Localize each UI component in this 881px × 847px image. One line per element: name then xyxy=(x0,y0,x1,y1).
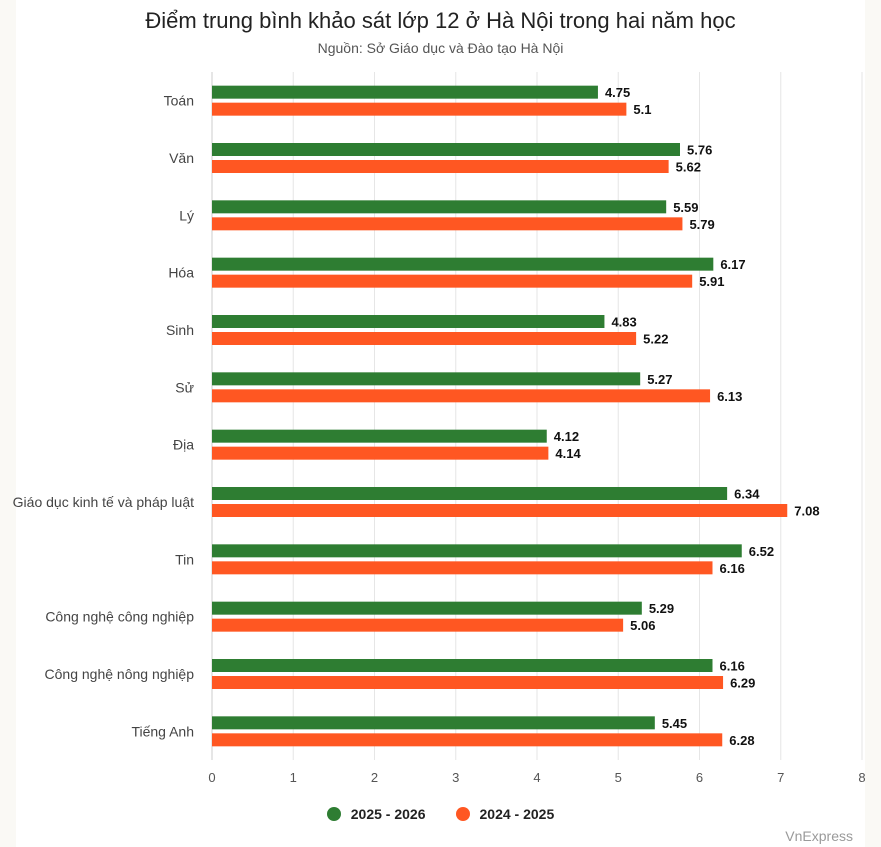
y-category-label-cat-10: Công nghệ nông nghiệp xyxy=(45,666,195,682)
x-tick-label-2: 2 xyxy=(371,770,378,785)
y-category-label-cat-8: Tin xyxy=(175,551,194,567)
value-label-2024-2025-cat-8: 6.16 xyxy=(720,561,745,576)
value-label-2025-2026-cat-8: 6.52 xyxy=(749,544,774,559)
value-label-2025-2026-cat-10: 6.16 xyxy=(720,659,745,674)
bar-2025-2026-cat-6 xyxy=(212,429,547,443)
value-label-2024-2025-cat-4: 5.22 xyxy=(643,332,668,347)
bar-2024-2025-cat-8 xyxy=(212,561,713,575)
bar-2024-2025-cat-1 xyxy=(212,160,669,173)
bar-2025-2026-cat-11 xyxy=(212,716,655,730)
value-label-2024-2025-cat-2: 5.79 xyxy=(689,217,714,232)
value-label-2024-2025-cat-3: 5.91 xyxy=(699,274,724,289)
bar-2024-2025-cat-11 xyxy=(212,733,723,747)
legend-label-2025-2026: 2025 - 2026 xyxy=(350,806,426,822)
bar-2024-2025-cat-4 xyxy=(212,332,637,345)
x-tick-label-0: 0 xyxy=(208,770,215,785)
y-category-label-cat-5: Sử xyxy=(175,379,194,395)
value-label-2024-2025-cat-1: 5.62 xyxy=(676,160,701,175)
bar-chart: 0 1 2 3 4 5 6 7 8 Toán 4.755.1 Văn 5.76 5.62 Lý 5.59 5.7… xyxy=(13,72,866,785)
bar-2025-2026-cat-4 xyxy=(212,315,605,328)
bar-2024-2025-cat-2 xyxy=(212,217,683,231)
bar-2025-2026-cat-0 xyxy=(212,85,598,99)
bar-2025-2026-cat-2 xyxy=(212,200,667,214)
legend-item-2025-2026[interactable]: 2025 - 2026 xyxy=(326,806,426,822)
y-category-label-cat-3: Hóa xyxy=(168,265,194,281)
x-tick-label-3: 3 xyxy=(452,770,459,785)
x-tick-label-7: 7 xyxy=(777,770,784,785)
value-label-2024-2025-cat-7: 7.08 xyxy=(794,504,819,519)
bar-2024-2025-cat-9 xyxy=(212,618,624,632)
x-tick-label-1: 1 xyxy=(290,770,297,785)
x-tick-label-5: 5 xyxy=(615,770,622,785)
value-label-2025-2026-cat-9: 5.29 xyxy=(649,601,674,616)
legend-item-2024-2025[interactable]: 2024 - 2025 xyxy=(455,806,555,822)
y-category-label-cat-6: Địa xyxy=(173,437,194,453)
y-category-label-cat-0: Toán xyxy=(164,93,194,109)
value-label-2025-2026-cat-0: 4.75 xyxy=(605,85,630,100)
legend-dot-2024-2025 xyxy=(455,807,470,821)
bar-2024-2025-cat-7 xyxy=(212,504,788,517)
value-label-2025-2026-cat-5: 5.27 xyxy=(647,372,672,387)
y-category-label-cat-4: Sinh xyxy=(166,322,194,338)
value-label-2025-2026-cat-2: 5.59 xyxy=(673,200,698,215)
y-category-label-cat-11: Tiếng Anh xyxy=(131,723,194,739)
value-label-2025-2026-cat-4: 4.83 xyxy=(611,315,636,330)
y-category-label-cat-2: Lý xyxy=(179,207,194,223)
x-tick-label-4: 4 xyxy=(533,770,540,785)
value-label-2024-2025-cat-9: 5.06 xyxy=(630,618,655,633)
legend-dot-2025-2026 xyxy=(326,807,341,821)
legend-label-2024-2025: 2024 - 2025 xyxy=(479,806,555,822)
x-tick-label-8: 8 xyxy=(858,770,865,785)
bar-2025-2026-cat-7 xyxy=(212,487,728,500)
y-category-label-cat-7: Giáo dục kinh tế và pháp luật xyxy=(13,494,194,510)
value-label-2024-2025-cat-6: 4.14 xyxy=(555,446,581,461)
bar-2025-2026-cat-3 xyxy=(212,257,714,271)
value-label-2025-2026-cat-3: 6.17 xyxy=(720,257,745,272)
bar-2024-2025-cat-6 xyxy=(212,446,549,460)
bar-2024-2025-cat-5 xyxy=(212,389,711,403)
y-category-label-cat-9: Công nghệ công nghiệp xyxy=(45,609,194,625)
bar-2024-2025-cat-0 xyxy=(212,102,627,116)
bar-2025-2026-cat-1 xyxy=(212,143,680,156)
bar-2024-2025-cat-10 xyxy=(212,676,724,689)
value-label-2025-2026-cat-11: 5.45 xyxy=(662,716,687,731)
bar-2025-2026-cat-5 xyxy=(212,372,641,386)
value-label-2024-2025-cat-5: 6.13 xyxy=(717,389,742,404)
chart-card xyxy=(16,0,865,847)
value-label-2025-2026-cat-1: 5.76 xyxy=(687,143,712,158)
chart-title: Điểm trung bình khảo sát lớp 12 ở Hà Nội… xyxy=(145,8,736,33)
bar-2025-2026-cat-10 xyxy=(212,659,713,672)
chart-legend: 2025 - 2026 2024 - 2025 xyxy=(0,806,881,822)
bar-2024-2025-cat-3 xyxy=(212,274,693,288)
value-label-2024-2025-cat-10: 6.29 xyxy=(730,676,755,691)
x-tick-label-6: 6 xyxy=(696,770,703,785)
value-label-2025-2026-cat-7: 6.34 xyxy=(734,487,760,502)
bar-2025-2026-cat-9 xyxy=(212,601,642,615)
chart-subtitle: Nguồn: Sở Giáo dục và Đào tạo Hà Nội xyxy=(317,40,564,56)
value-label-2024-2025-cat-0: 5.1 xyxy=(633,102,651,117)
value-label-2025-2026-cat-6: 4.12 xyxy=(554,429,579,444)
bar-2025-2026-cat-8 xyxy=(212,544,742,558)
source-credit: VnExpress xyxy=(785,828,853,844)
y-category-label-cat-1: Văn xyxy=(169,150,194,166)
value-label-2024-2025-cat-11: 6.28 xyxy=(729,733,754,748)
